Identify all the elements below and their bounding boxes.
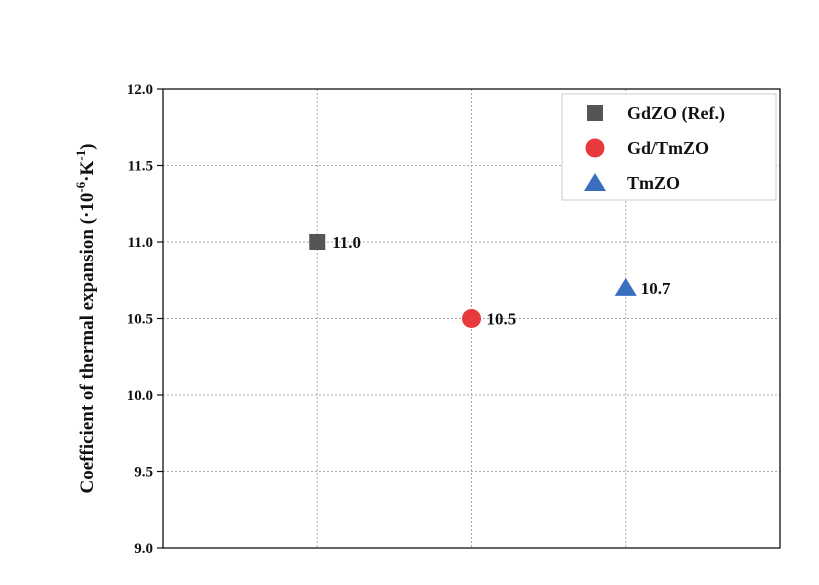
y-tick-label: 10.5 [127,312,153,328]
y-axis-label-exp2: -1 [73,150,88,161]
y-tick-label: 12.0 [127,82,153,98]
y-tick-label: 10.0 [127,388,153,404]
y-tick-label: 11.5 [128,159,153,175]
y-axis-label-main: Coefficient of thermal expansion (·10 [77,193,98,494]
y-axis-label-exp1: -6 [73,181,88,192]
data-points: 11.0 10.5 10.7 [309,233,671,329]
y-tick-label: 11.0 [128,235,153,251]
legend-entry-label: Gd/TmZO [627,138,709,158]
y-axis-label-text: Coefficient of thermal expansion (·10-6·… [73,144,98,494]
data-label: 11.0 [332,233,361,252]
legend-entry-label: TmZO [627,173,680,193]
data-label: 10.7 [641,279,671,298]
y-axis-label-end: ) [77,144,98,150]
legend-marker-triangle [584,173,606,191]
y-axis-label-mid: ·K [77,160,98,181]
data-point-square [309,234,326,250]
y-axis-label: Coefficient of thermal expansion (·10-6·… [73,144,98,494]
y-tick-label: 9.5 [134,465,153,481]
legend-entry-label: GdZO (Ref.) [627,103,725,124]
legend: GdZO (Ref.) Gd/TmZO TmZO [561,93,777,201]
y-axis-ticks: 9.0 9.5 10.0 10.5 11.0 11.5 12.0 [127,82,163,557]
legend-marker-circle [585,138,605,158]
legend-marker-square [587,105,603,121]
y-tick-label: 9.0 [134,541,153,557]
data-label: 10.5 [487,310,517,329]
data-point-triangle [614,277,637,296]
data-point-circle [462,309,481,328]
